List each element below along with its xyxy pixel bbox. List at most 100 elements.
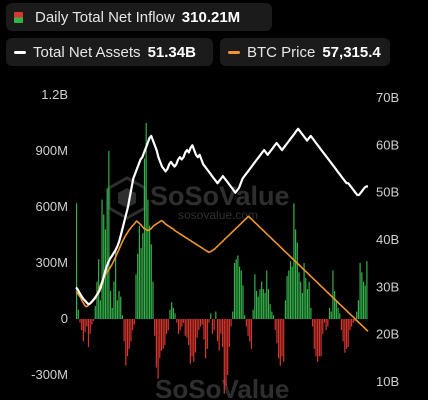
inflow-bar — [172, 307, 174, 319]
inflow-bar — [113, 281, 115, 319]
right-tick-label: 30B — [376, 279, 399, 294]
inflow-bar — [125, 319, 127, 366]
inflow-bar — [94, 305, 96, 319]
inflow-bar — [137, 253, 139, 319]
inflow-bar — [347, 319, 349, 347]
inflow-bar — [264, 292, 266, 319]
inflow-bar — [261, 281, 263, 319]
inflow-bar — [188, 319, 190, 346]
inflow-bar — [109, 291, 112, 319]
inflow-bar — [244, 315, 246, 319]
inflow-bar — [271, 311, 273, 319]
inflow-bar — [87, 319, 90, 347]
inflow-bar — [362, 281, 365, 319]
inflow-bar — [99, 300, 101, 319]
inflow-bar — [357, 300, 359, 319]
inflow-bar — [106, 188, 108, 319]
inflow-bar — [332, 270, 334, 319]
inflow-bar — [160, 319, 163, 351]
watermark: SoSoValue sosovalue.com SoSoValue — [107, 176, 290, 400]
inflow-bar — [296, 242, 298, 319]
inflow-bar — [193, 319, 195, 362]
inflow-bar — [203, 319, 205, 340]
inflow-bar — [274, 319, 276, 331]
inflow-bar — [174, 313, 176, 319]
inflow-bar — [300, 281, 302, 319]
btc-price-line — [75, 215, 369, 332]
inflow-bar — [211, 319, 213, 334]
inflow-bar — [182, 319, 185, 323]
inflow-bar — [359, 263, 361, 319]
inflow-bar — [79, 319, 81, 323]
inflow-bar — [210, 313, 212, 319]
inflow-bar — [250, 319, 253, 349]
inflow-bar — [349, 319, 351, 331]
inflow-bar — [344, 319, 346, 353]
inflow-bar — [308, 281, 310, 319]
inflow-bar — [306, 289, 309, 319]
inflow-bar — [165, 319, 168, 334]
inflow-bar — [238, 266, 241, 319]
inflow-bar — [196, 319, 198, 338]
inflow-bar — [147, 199, 149, 319]
inflow-bar — [181, 319, 183, 327]
inflow-bar — [352, 319, 354, 323]
inflow-bar — [220, 319, 222, 334]
btc-line-swatch-icon — [228, 50, 240, 54]
inflow-bar — [305, 277, 307, 319]
right-tick-label: 40B — [376, 232, 399, 247]
inflow-bar — [198, 319, 200, 331]
legend-total-net-assets[interactable]: Total Net Assets 51.34B — [6, 38, 213, 66]
inflow-bar — [356, 311, 358, 319]
inflow-bar — [169, 309, 171, 319]
assets-value: 51.34B — [147, 43, 196, 61]
left-tick-label: 900M — [35, 143, 68, 158]
inflow-bar — [334, 291, 336, 319]
inflow-bar — [199, 319, 202, 327]
inflow-bar — [142, 233, 144, 319]
legend-btc-price[interactable]: BTC Price 57,315.4 — [220, 38, 390, 66]
watermark-brand: SoSoValue — [150, 181, 290, 211]
inflow-bar — [205, 319, 207, 359]
inflow-bar — [126, 319, 129, 357]
inflow-bar — [208, 319, 210, 323]
inflow-bar — [328, 307, 331, 319]
inflow-bar — [339, 313, 341, 319]
inflow-bar — [76, 203, 78, 319]
inflow-bar — [191, 319, 193, 357]
inflow-bar — [295, 229, 297, 319]
inflow-bar — [128, 319, 130, 349]
inflow-bars — [76, 123, 368, 394]
inflow-bar — [154, 319, 156, 336]
inflow-bar — [101, 199, 103, 319]
right-tick-label: 10B — [376, 374, 399, 389]
left-tick-label: 1.2B — [41, 87, 68, 102]
inflow-bar — [340, 319, 343, 331]
inflow-bar — [167, 319, 169, 331]
watermark-url: sosovalue.com — [178, 208, 258, 222]
inflow-bar — [150, 244, 152, 319]
inflow-bar — [157, 319, 159, 379]
inflow-bar — [84, 319, 86, 333]
inflow-bar — [313, 319, 315, 349]
inflow-bar — [311, 319, 314, 327]
inflow-bar — [342, 319, 344, 342]
legend-daily-net-inflow[interactable]: Daily Total Net Inflow 310.21M — [6, 3, 272, 31]
inflow-bar — [194, 319, 197, 353]
inflow-bar — [152, 281, 154, 319]
inflow-bar — [276, 319, 278, 344]
assets-line-swatch-icon — [14, 50, 26, 54]
inflow-bar — [284, 300, 286, 319]
assets-label: Total Net Assets — [33, 43, 141, 61]
inflow-bar — [228, 319, 230, 347]
right-tick-label: 20B — [376, 327, 399, 342]
inflow-bar — [315, 319, 317, 357]
inflow-bar — [330, 311, 332, 319]
inflow-bar — [240, 270, 242, 319]
inflow-bar — [91, 319, 93, 325]
inflow-bar — [335, 300, 337, 319]
inflow-bar — [242, 285, 244, 319]
inflow-bar — [132, 319, 134, 331]
inflow-bar — [223, 319, 225, 394]
inflow-bar — [323, 319, 326, 323]
